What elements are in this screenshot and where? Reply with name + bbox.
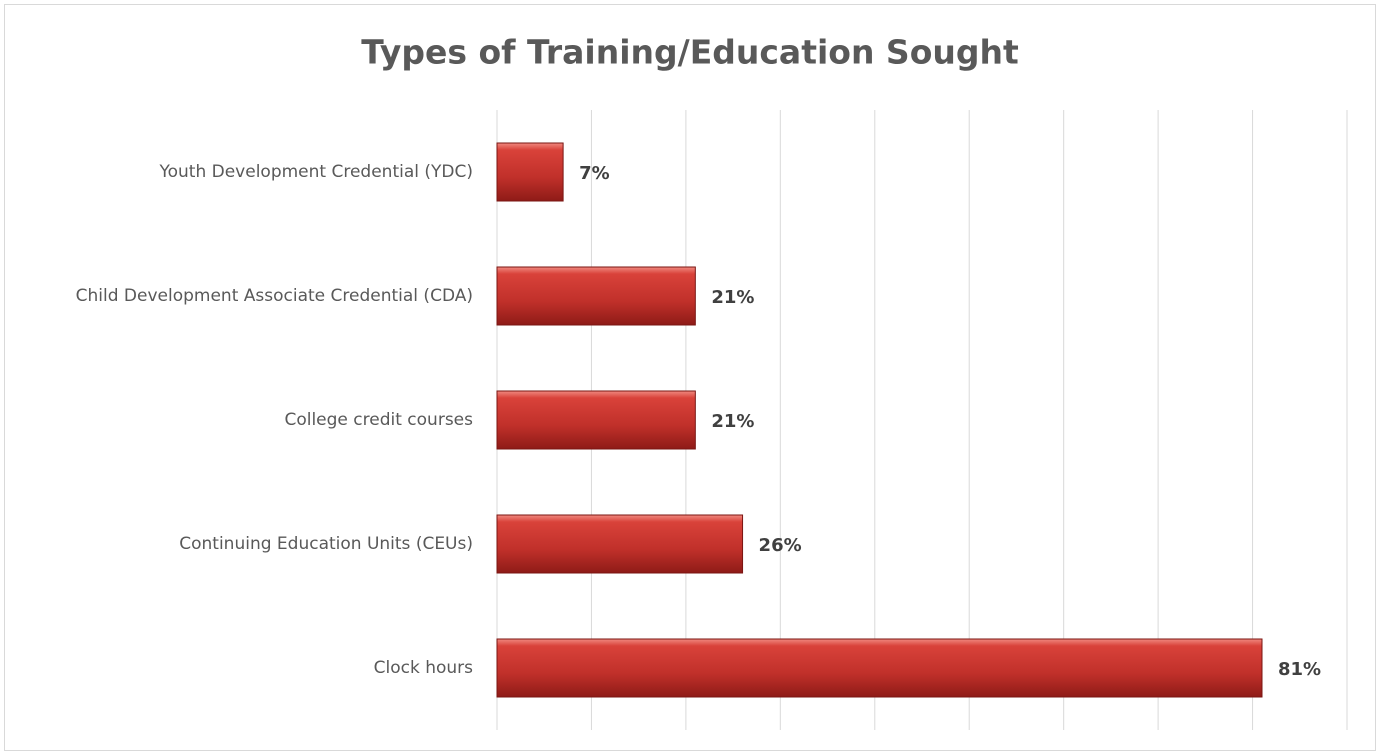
y-tick-label: College credit courses	[284, 410, 473, 430]
bar	[496, 266, 696, 326]
data-label: 21%	[711, 287, 754, 308]
data-label: 26%	[759, 535, 802, 556]
bar	[496, 390, 696, 450]
chart-title: Types of Training/Education Sought	[361, 33, 1019, 72]
bar	[496, 638, 1263, 698]
y-tick-label: Continuing Education Units (CEUs)	[179, 534, 473, 554]
y-tick-label: Child Development Associate Credential (…	[76, 286, 473, 306]
bar	[496, 514, 744, 574]
data-label: 21%	[711, 411, 754, 432]
y-tick-label: Youth Development Credential (YDC)	[158, 162, 473, 182]
bar	[496, 142, 564, 202]
y-tick-label: Clock hours	[374, 658, 474, 678]
data-label: 7%	[579, 163, 610, 184]
chart-border	[4, 4, 1376, 751]
data-label: 81%	[1278, 659, 1321, 680]
